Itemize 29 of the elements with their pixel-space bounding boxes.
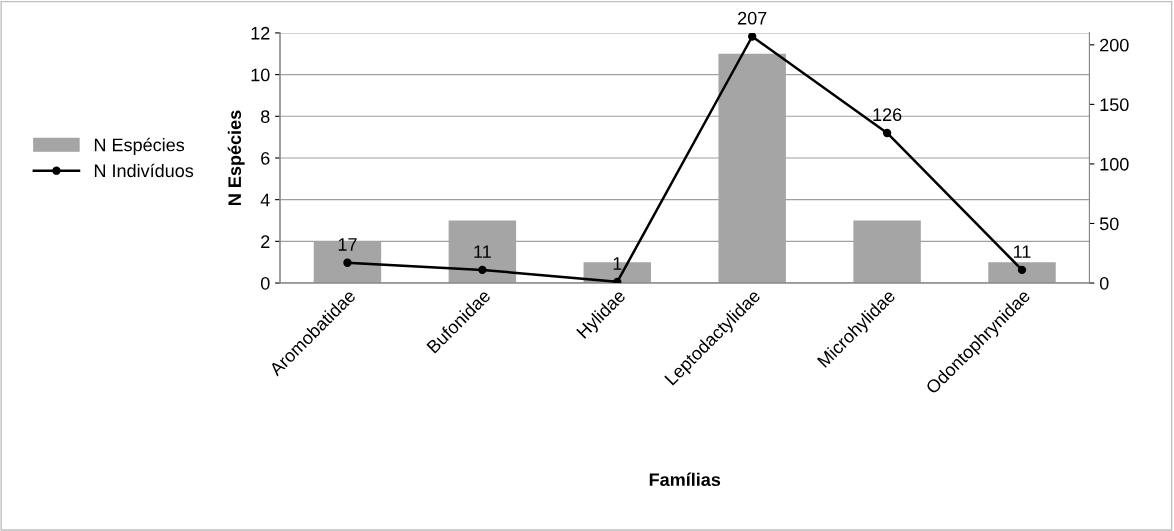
data-label: 1 [613,257,622,270]
data-label: 17 [338,238,357,251]
data-label: 126 [873,108,902,122]
y-tick-label: 6 [261,151,270,165]
point [478,265,487,275]
y2-tick-label: 0 [1099,276,1109,290]
y-tick-label: 12 [251,26,270,40]
y-tick-label: 8 [261,110,270,124]
point [882,128,892,138]
bar [988,262,1056,284]
data-label: 207 [738,11,767,25]
y-tick-label: 10 [251,68,270,82]
y2-tick-label: 150 [1100,98,1129,112]
point [748,32,757,41]
y2-tick-label: 200 [1100,38,1129,52]
y2-tick-label: 50 [1099,217,1119,231]
x-axis-title: Famílias [649,472,721,487]
y-tick-label: 0 [260,276,270,290]
legend-label: N Indivíduos [94,163,194,178]
point [343,258,352,267]
data-label: 11 [474,245,491,258]
y-tick-label: 4 [260,193,270,207]
y-axis-title: N Espécies [227,110,245,205]
point [613,277,622,284]
y-tick-label: 2 [261,235,270,248]
y2-tick-label: 100 [1100,157,1129,171]
data-label: 11 [1014,245,1031,258]
point [1017,265,1027,275]
legend-label: N Espécies [94,137,185,155]
